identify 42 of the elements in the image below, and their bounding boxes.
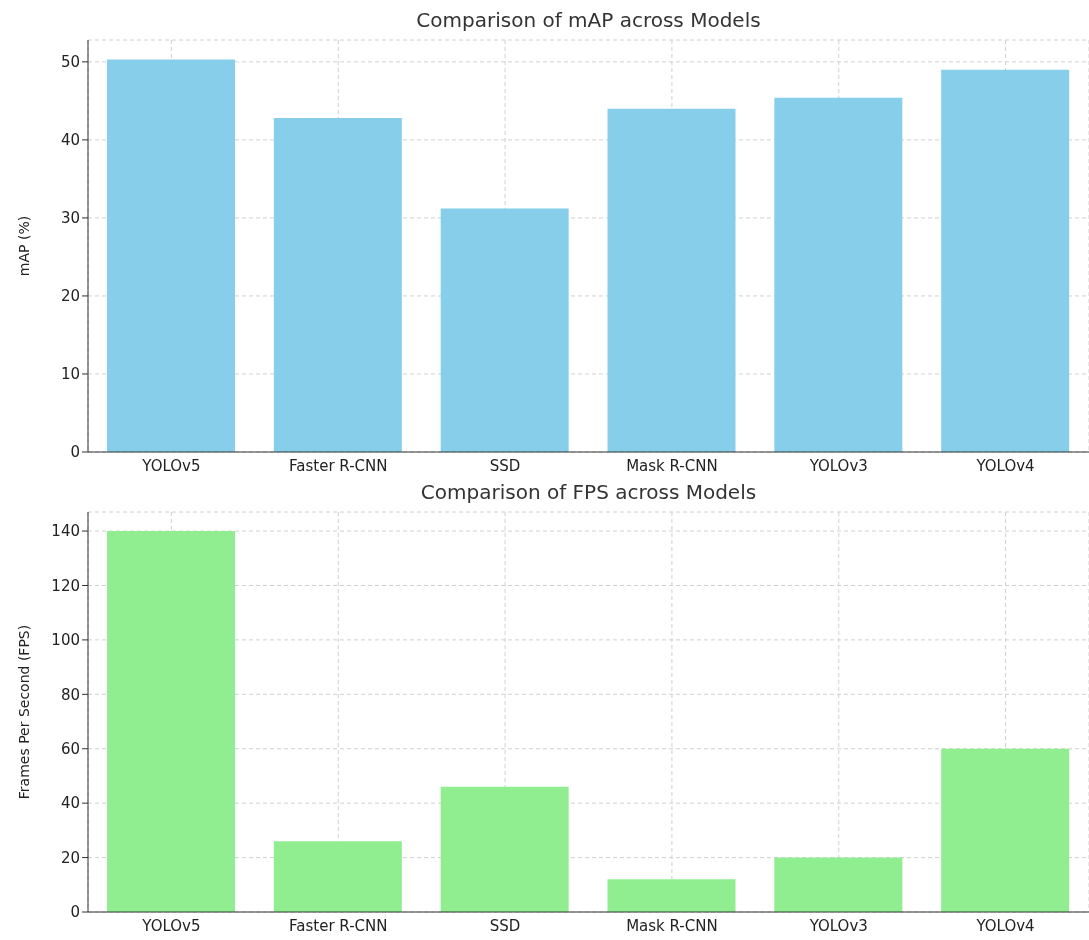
chart-title: Comparison of FPS across Models: [419, 480, 758, 504]
y-tick-label: 40: [60, 794, 80, 813]
y-tick-label: 50: [60, 53, 80, 72]
bar: [941, 748, 1070, 912]
y-tick-label: 140: [51, 522, 80, 541]
bar: [440, 786, 569, 912]
y-tick-label: 100: [51, 631, 80, 650]
bar: [273, 118, 402, 452]
x-tick-label: Mask R-CNN: [626, 916, 718, 935]
y-tick-label: 60: [60, 740, 80, 759]
x-tick-label: YOLOv3: [808, 456, 868, 475]
y-axis-title: Frames Per Second (FPS): [15, 624, 32, 800]
bar: [941, 69, 1070, 452]
x-tick-label: Mask R-CNN: [626, 456, 718, 475]
chart-title: Comparison of mAP across Models: [415, 8, 762, 32]
y-tick-label: 120: [51, 576, 80, 595]
bar: [273, 841, 402, 912]
x-tick-label: YOLOv5: [141, 456, 201, 475]
x-tick-label: Faster R-CNN: [289, 456, 388, 475]
x-tick-label: SSD: [489, 456, 521, 475]
y-tick-label: 20: [60, 287, 80, 306]
y-tick-label: 30: [60, 209, 80, 228]
y-tick-label: 80: [60, 685, 80, 704]
bar: [107, 59, 235, 452]
x-tick-label: SSD: [489, 916, 521, 935]
y-tick-label: 10: [60, 365, 80, 384]
x-tick-label: YOLOv4: [975, 456, 1035, 475]
bar: [774, 97, 903, 452]
bar: [774, 857, 903, 912]
y-tick-label: 40: [60, 131, 80, 150]
bar: [607, 108, 736, 452]
y-tick-label: 0: [70, 903, 80, 922]
y-tick-label: 20: [60, 848, 80, 867]
y-tick-label: 0: [70, 443, 80, 462]
x-tick-label: YOLOv4: [975, 916, 1035, 935]
x-tick-label: YOLOv3: [808, 916, 868, 935]
bar: [440, 208, 569, 452]
y-axis-title: mAP (%): [15, 215, 32, 277]
x-tick-label: Faster R-CNN: [289, 916, 388, 935]
bar: [107, 531, 235, 912]
x-tick-label: YOLOv5: [141, 916, 201, 935]
bar: [607, 879, 736, 912]
